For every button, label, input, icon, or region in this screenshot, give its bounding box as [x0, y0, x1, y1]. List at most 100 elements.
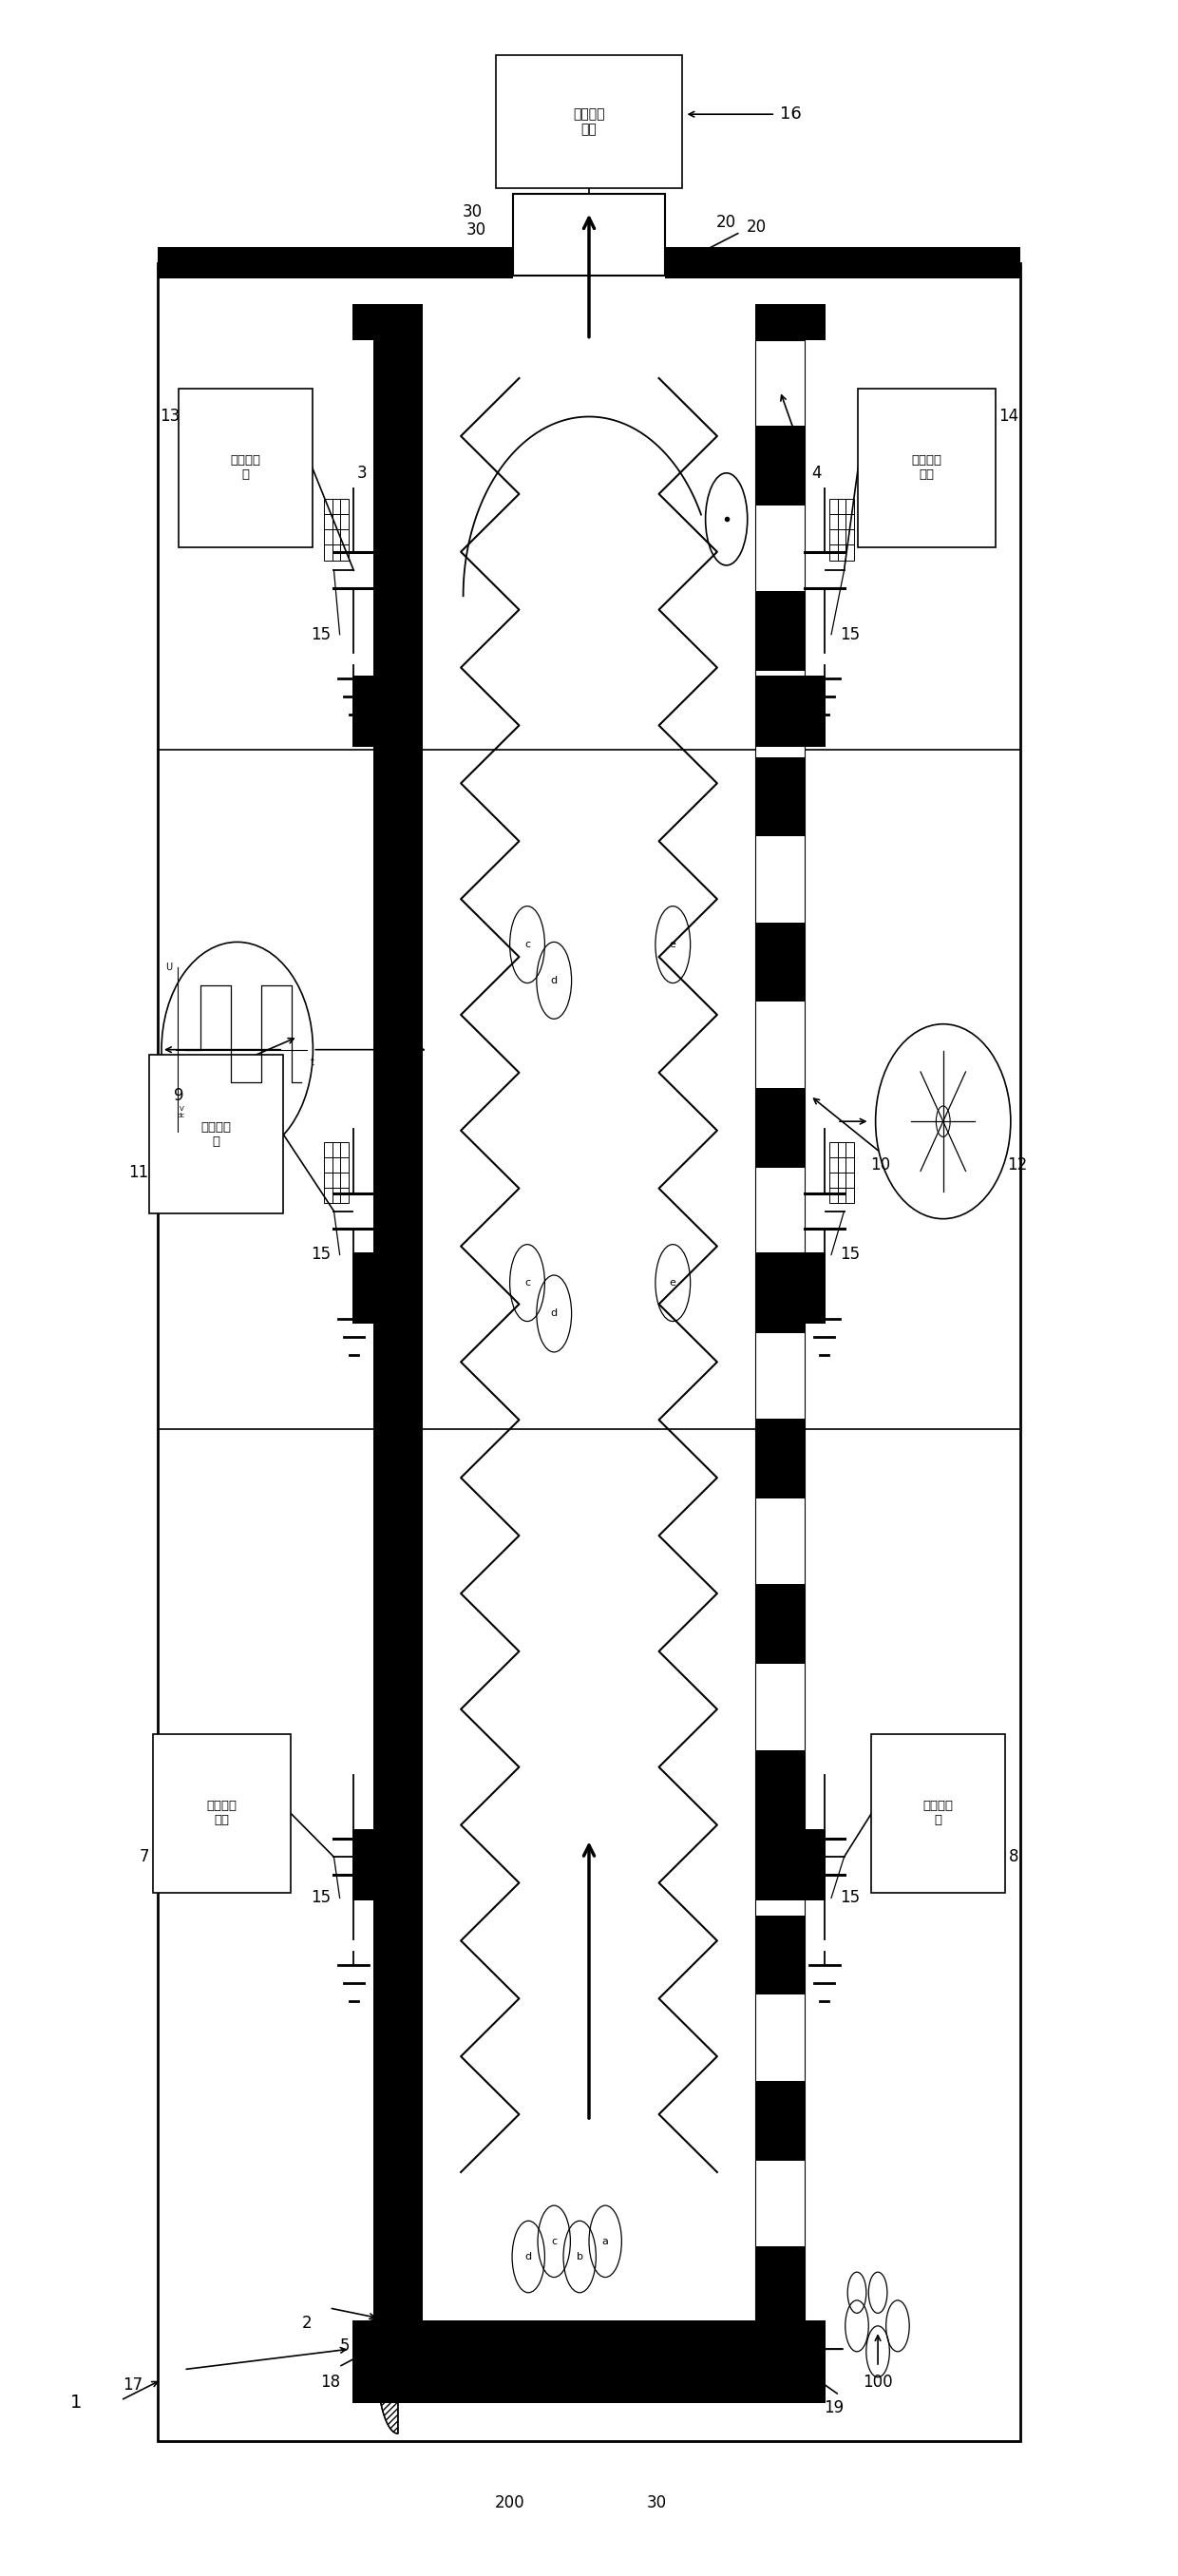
Bar	[340, 500, 349, 515]
Bar	[755, 1170, 805, 1249]
Bar	[755, 1667, 805, 1747]
Text: 16: 16	[780, 106, 801, 124]
Bar	[352, 675, 423, 747]
Bar	[838, 1141, 846, 1157]
Bar	[332, 544, 340, 559]
Text: c: c	[551, 2236, 557, 2246]
Bar	[755, 592, 805, 670]
Bar	[324, 500, 332, 515]
Text: 8: 8	[1010, 1850, 1019, 1865]
Bar	[846, 1141, 854, 1157]
Bar	[514, 193, 664, 276]
Bar	[340, 1157, 349, 1172]
Text: 直流电压
源: 直流电压 源	[924, 1801, 954, 1826]
Ellipse shape	[161, 943, 313, 1157]
Bar	[829, 1141, 838, 1157]
Bar	[755, 675, 805, 755]
Bar	[332, 531, 340, 544]
Bar	[755, 1255, 805, 1332]
Bar	[496, 54, 682, 188]
Text: c: c	[524, 1278, 530, 1288]
Text: 20: 20	[747, 219, 767, 234]
Bar	[755, 840, 805, 920]
Bar	[846, 1157, 854, 1172]
Bar	[755, 922, 805, 1002]
Text: e: e	[669, 940, 676, 951]
Bar	[858, 389, 995, 546]
Bar	[755, 675, 826, 747]
Bar	[838, 544, 846, 559]
Bar	[340, 1172, 349, 1188]
Bar	[332, 1188, 340, 1203]
Text: 7: 7	[139, 1850, 150, 1865]
Text: d: d	[525, 2251, 531, 2262]
Text: 30: 30	[466, 222, 487, 237]
Bar	[755, 507, 805, 587]
Bar	[324, 515, 332, 531]
Text: 200: 200	[495, 2494, 525, 2512]
Bar	[755, 1252, 826, 1324]
Bar	[332, 515, 340, 531]
Bar	[352, 1829, 423, 1901]
Bar	[838, 1172, 846, 1188]
Bar	[755, 304, 826, 340]
Bar	[755, 2246, 805, 2326]
Bar	[158, 263, 1020, 2442]
Bar	[755, 340, 805, 2326]
Bar	[755, 1749, 805, 1829]
Bar	[846, 1172, 854, 1188]
Text: 9: 9	[174, 1087, 184, 1105]
Text: 20: 20	[716, 214, 736, 229]
Bar	[846, 515, 854, 531]
Bar	[755, 343, 805, 422]
Bar	[755, 425, 805, 505]
Bar	[838, 500, 846, 515]
Bar	[158, 247, 514, 278]
Text: t: t	[311, 1056, 315, 1066]
Text: V
dc: V dc	[178, 1108, 185, 1118]
Bar	[829, 515, 838, 531]
Text: 30: 30	[463, 204, 483, 219]
Bar	[324, 1172, 332, 1188]
Bar	[153, 1734, 291, 1893]
Bar	[324, 544, 332, 559]
Text: a: a	[602, 2236, 609, 2246]
Text: 4: 4	[812, 464, 821, 482]
Text: 100: 100	[862, 2372, 893, 2391]
Bar	[829, 1188, 838, 1203]
Bar	[829, 544, 838, 559]
Bar	[332, 1157, 340, 1172]
Text: c: c	[524, 940, 530, 951]
Text: 弱电流探
测器: 弱电流探 测器	[912, 453, 942, 482]
Bar	[755, 2164, 805, 2244]
Bar	[755, 1832, 805, 1911]
Bar	[332, 1141, 340, 1157]
Text: 18: 18	[748, 2372, 768, 2391]
Bar	[755, 1502, 805, 1582]
Bar	[755, 1584, 805, 1664]
Bar	[755, 757, 805, 837]
Bar	[838, 515, 846, 531]
Text: d: d	[550, 1309, 557, 1319]
Text: 15: 15	[840, 1888, 860, 1906]
Text: 5: 5	[339, 2339, 350, 2354]
Bar	[340, 1141, 349, 1157]
Text: U: U	[165, 963, 172, 971]
Bar	[340, 531, 349, 544]
Bar	[324, 1157, 332, 1172]
Bar	[829, 1172, 838, 1188]
Bar	[340, 515, 349, 531]
Bar	[332, 500, 340, 515]
Bar	[872, 1734, 1005, 1893]
Text: 1: 1	[71, 2393, 82, 2411]
Bar	[846, 544, 854, 559]
Text: 15: 15	[840, 1247, 860, 1262]
Text: 18: 18	[320, 2372, 340, 2391]
Text: 19: 19	[823, 2398, 843, 2416]
Bar	[838, 531, 846, 544]
Bar	[150, 1054, 283, 1213]
Text: 15: 15	[311, 1888, 331, 1906]
Text: 12: 12	[1007, 1157, 1027, 1175]
Bar	[755, 1917, 805, 1994]
Bar	[373, 340, 423, 2326]
